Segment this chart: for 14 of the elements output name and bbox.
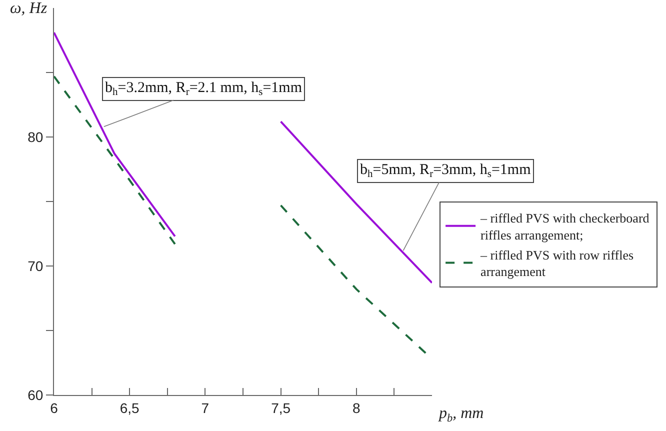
legend-label: – riffled PVS with row riffles arrangement (480, 247, 634, 280)
x-tick-label: 8 (352, 400, 360, 416)
x-tick-label: 6 (50, 400, 58, 416)
y-axis-title: ω, Hz (10, 0, 48, 17)
x-tick-label: 7 (201, 400, 210, 416)
y-tick-label: 70 (28, 258, 44, 274)
y-tick-label: 80 (28, 128, 44, 145)
x-tick-label: 6,5 (120, 400, 140, 416)
x-tick-label: 7,5 (271, 400, 291, 416)
y-tick-label: 60 (28, 386, 44, 403)
annotation: b$_{h}$=3.2mm, R$_{r}$=2.1 mm, h$_{s}$=1mm (105, 80, 302, 98)
legend-label: – riffled PVS with checkerboard riffles arrangement; (480, 210, 650, 242)
annotation: b$_{h}$=5mm, R$_{r}$=3mm, h$_{s}$=1mm (360, 162, 532, 180)
x-axis-title: p$_{b}$, mm (438, 405, 484, 424)
